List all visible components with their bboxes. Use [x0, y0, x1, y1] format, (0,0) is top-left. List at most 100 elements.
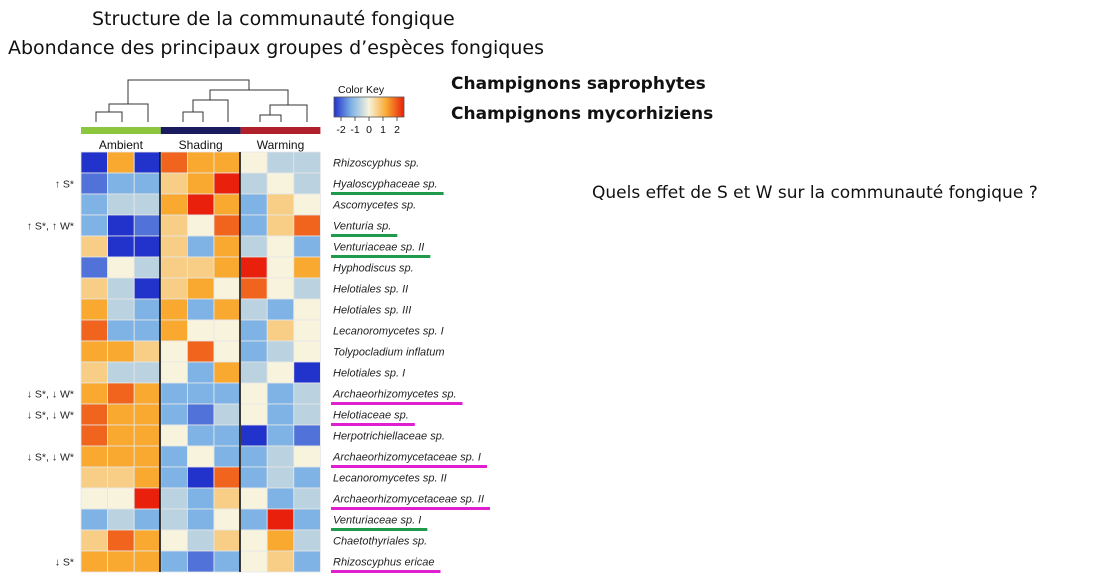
heatmap-cell	[186, 340, 215, 363]
heatmap-cell	[266, 193, 295, 216]
heatmap-cell	[80, 445, 109, 468]
heatmap-cell	[107, 214, 135, 237]
group-separators	[159, 152, 241, 572]
heatmap-cell	[133, 445, 162, 468]
heatmap-cell	[293, 529, 321, 552]
heatmap-cell	[160, 508, 188, 531]
heatmap-cell	[186, 424, 215, 447]
heatmap-cell	[213, 445, 242, 468]
heatmap-cell	[80, 298, 109, 321]
heatmap-cell	[107, 382, 135, 405]
species-label: Tolypocladium inflatum	[333, 347, 444, 359]
heatmap-cell	[107, 298, 135, 321]
heatmap-cell	[80, 340, 109, 363]
heatmap-cell	[160, 277, 188, 300]
heatmap-cell	[160, 172, 188, 195]
heatmap-cell	[133, 298, 162, 321]
heatmap-cell	[213, 151, 242, 174]
underline-mycorrhizal	[331, 465, 487, 468]
significance-annotation: ↓ S*, ↓ W*	[27, 389, 74, 401]
heatmap-cell	[80, 403, 109, 426]
heatmap-cell	[266, 277, 295, 300]
heatmap-cell	[240, 256, 268, 279]
heatmap-cell	[133, 214, 162, 237]
heatmap-cell	[293, 151, 321, 174]
heatmap-cell	[160, 319, 188, 342]
heatmap-cell	[107, 319, 135, 342]
underline-saprophytes	[331, 255, 431, 258]
heatmap-cell	[133, 466, 162, 489]
column-dendrogram	[95, 79, 308, 122]
legend-saprophytes: Champignons saprophytes	[451, 74, 706, 94]
heatmap-cell	[107, 487, 135, 510]
heatmap-cell	[293, 256, 321, 279]
heatmap-cell	[266, 403, 295, 426]
underline-mycorrhizal	[331, 423, 415, 426]
heatmap-cell	[266, 529, 295, 552]
heatmap-cell	[266, 319, 295, 342]
heatmap-cell	[293, 382, 321, 405]
color-key-tick-label: -1	[350, 124, 359, 136]
color-key-tick-label: 0	[366, 124, 372, 136]
heatmap-cell	[266, 508, 295, 531]
heatmap-cell	[266, 172, 295, 195]
heatmap-cell	[80, 466, 109, 489]
heatmap-cell	[80, 487, 109, 510]
heatmap-cell	[293, 445, 321, 468]
heatmap-cell	[107, 256, 135, 279]
heatmap-cell	[240, 214, 268, 237]
heatmap-cell	[240, 529, 268, 552]
heatmap-cell	[133, 235, 162, 258]
heatmap-cell	[80, 382, 109, 405]
heatmap-cell	[213, 487, 242, 510]
significance-annotation: ↓ S*, ↓ W*	[27, 410, 74, 422]
underline-mycorrhizal	[331, 570, 441, 573]
heatmap-cell	[107, 277, 135, 300]
heatmap-cell	[213, 466, 242, 489]
color-key-title: Color Key	[338, 84, 385, 96]
heatmap-cell	[133, 277, 162, 300]
heatmap-cell	[213, 256, 242, 279]
species-label: Venturiaceae sp. II	[333, 242, 424, 254]
question-text: Quels effet de S et W sur la communauté …	[592, 183, 1038, 203]
heatmap-cell	[80, 172, 109, 195]
species-label: Lecanoromycetes sp. I	[333, 326, 444, 338]
heatmap-cell	[240, 550, 268, 573]
heatmap-cell	[107, 235, 135, 258]
species-label: Ascomycetes sp.	[332, 200, 416, 212]
species-label: Helotiales sp. I	[333, 368, 405, 380]
group-label-shading: Shading	[179, 138, 223, 152]
significance-annotations: ↑ S* ↑ S*, ↑ W* ↓ S*, ↓ W* ↓ S*, ↓ W* ↓ S*, …	[27, 179, 74, 569]
heatmap-cell	[186, 361, 215, 384]
heatmap-cell	[240, 151, 268, 174]
species-label: Archaeorhizomycetaceae sp. I	[332, 452, 481, 464]
species-label: Hyaloscyphaceae sp.	[333, 179, 438, 191]
heatmap-cell	[107, 361, 135, 384]
heatmap-cell	[213, 508, 242, 531]
heatmap-cell	[107, 445, 135, 468]
group-label-ambient: Ambient	[99, 138, 144, 152]
heatmap-cell	[107, 424, 135, 447]
heatmap-cell	[107, 172, 135, 195]
heatmap-cell	[160, 487, 188, 510]
heatmap-cell	[293, 361, 321, 384]
underline-saprophytes	[331, 528, 428, 531]
heatmap-cell	[293, 193, 321, 216]
heatmap-cell	[107, 508, 135, 531]
species-label: Rhizoscyphus ericae	[333, 557, 435, 569]
group-label-warming: Warming	[257, 138, 305, 152]
heatmap-cell	[293, 298, 321, 321]
underline-mycorrhizal	[331, 402, 463, 405]
group-bar-shading	[160, 127, 241, 134]
heatmap-cell	[107, 466, 135, 489]
heatmap-cell	[186, 382, 215, 405]
heatmap-cell	[107, 403, 135, 426]
heatmap-cell	[293, 466, 321, 489]
heatmap-cell	[293, 235, 321, 258]
heatmap-cell	[213, 340, 242, 363]
heatmap-cell	[240, 445, 268, 468]
significance-annotation: ↓ S*	[55, 557, 74, 569]
heatmap-cell	[80, 277, 109, 300]
heatmap-cell	[80, 193, 109, 216]
heatmap-cell	[107, 151, 135, 174]
